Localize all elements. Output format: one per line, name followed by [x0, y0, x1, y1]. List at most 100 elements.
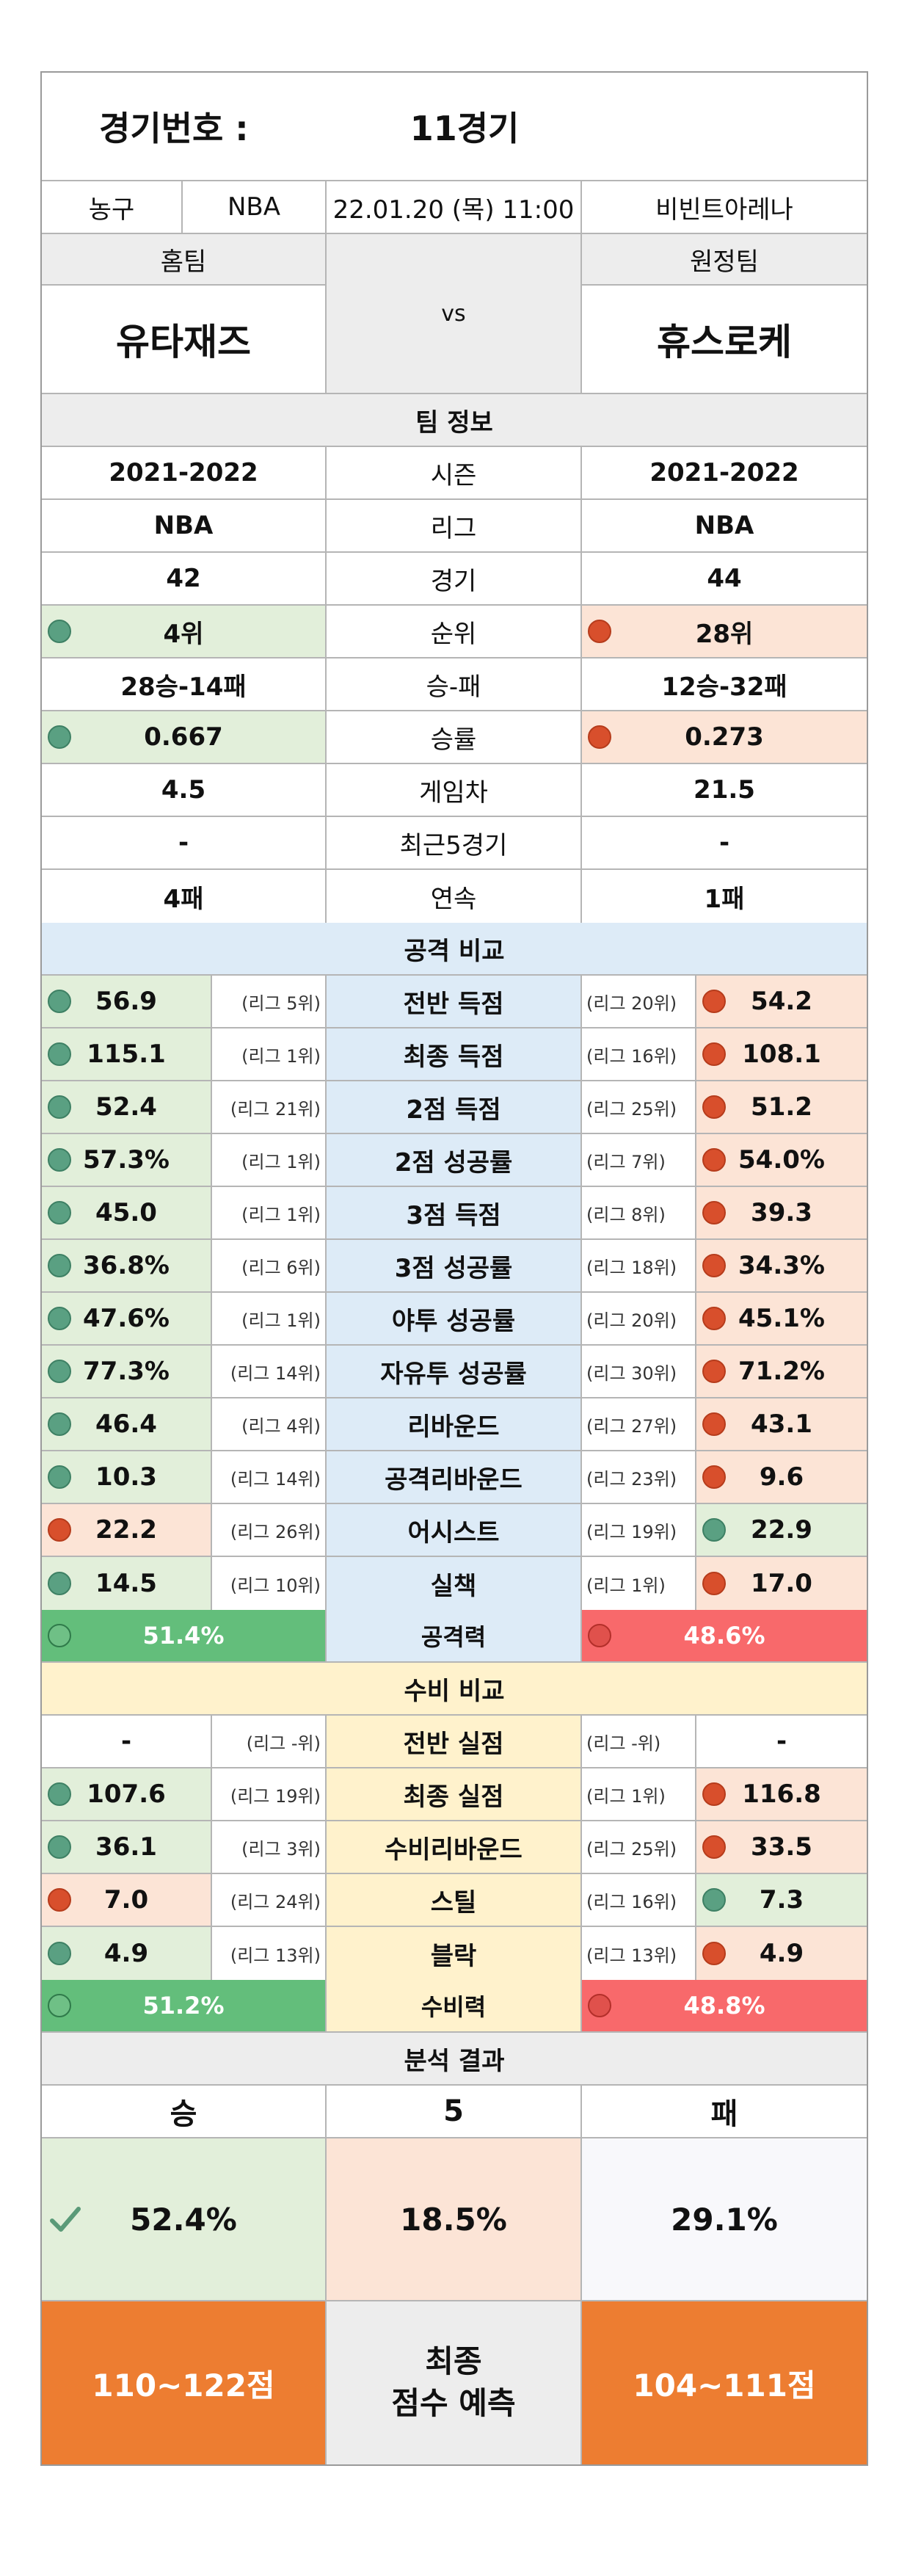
stat-label: 승-패: [327, 658, 582, 710]
stat-label: 스틸: [327, 1874, 582, 1926]
away-rank: (리그 25위): [582, 1821, 696, 1873]
home-value: 28승-14패: [42, 658, 327, 710]
status-dot-icon: [702, 1942, 726, 1965]
offense-row: 14.5 (리그 10위) 실책 (리그 1위) 17.0: [42, 1557, 867, 1610]
stat-label: 전반 실점: [327, 1716, 582, 1767]
home-value: NBA: [42, 500, 327, 551]
stat-label: 리바운드: [327, 1398, 582, 1450]
status-dot-icon: [48, 1782, 71, 1806]
away-value: 4.9: [696, 1927, 867, 1980]
status-dot-icon: [48, 1465, 71, 1489]
home-rank: (리그 26위): [212, 1504, 327, 1556]
home-value: 36.8%: [42, 1240, 212, 1291]
status-dot-icon: [48, 620, 71, 643]
status-dot-icon: [48, 1360, 71, 1383]
offense-header: 공격 비교: [42, 923, 867, 976]
home-value: 0.667: [42, 711, 327, 763]
lose-label: 패: [582, 2086, 867, 2137]
home-value: 46.4: [42, 1398, 212, 1450]
status-dot-icon: [48, 1572, 71, 1595]
offense-row: 45.0 (리그 1위) 3점 득점 (리그 8위) 39.3: [42, 1187, 867, 1240]
home-value: 14.5: [42, 1557, 212, 1610]
team-info-row: 0.667 승률 0.273: [42, 711, 867, 764]
defense-total-row: 51.2% 수비력 48.8%: [42, 1980, 867, 2033]
offense-row: 56.9 (리그 5위) 전반 득점 (리그 20위) 54.2: [42, 976, 867, 1028]
away-rank: (리그 1위): [582, 1557, 696, 1610]
offense-row: 22.2 (리그 26위) 어시스트 (리그 19위) 22.9: [42, 1504, 867, 1557]
home-value: 22.2: [42, 1504, 212, 1556]
home-value: -: [42, 1716, 212, 1767]
away-value: 9.6: [696, 1451, 867, 1503]
draw-label: 5: [327, 2086, 582, 2137]
stat-label: 리그: [327, 500, 582, 551]
home-rank: (리그 1위): [212, 1187, 327, 1238]
offense-table: 56.9 (리그 5위) 전반 득점 (리그 20위) 54.2 115.1 (리그 1위)…: [42, 976, 867, 1610]
away-value: 21.5: [582, 764, 867, 816]
offense-row: 10.3 (리그 14위) 공격리바운드 (리그 23위) 9.6: [42, 1451, 867, 1504]
stat-label: 전반 득점: [327, 976, 582, 1027]
defense-row: 4.9 (리그 13위) 블락 (리그 13위) 4.9: [42, 1927, 867, 1980]
team-info-row: 4패 연속 1패: [42, 870, 867, 923]
away-value: 108.1: [696, 1028, 867, 1080]
home-rank: (리그 4위): [212, 1398, 327, 1450]
away-value: 7.3: [696, 1874, 867, 1926]
away-rank: (리그 7위): [582, 1134, 696, 1186]
team-info-row: 4위 순위 28위: [42, 606, 867, 658]
stat-label: 공격리바운드: [327, 1451, 582, 1503]
away-value: 0.273: [582, 711, 867, 763]
status-dot-icon: [48, 990, 71, 1013]
check-icon: [50, 2207, 81, 2232]
team-info-header: 팀 정보: [42, 394, 867, 447]
stat-label: 실책: [327, 1557, 582, 1610]
status-dot-icon: [48, 1888, 71, 1912]
stat-label: 어시스트: [327, 1504, 582, 1556]
status-dot-icon: [702, 1888, 726, 1912]
defense-title: 수비 비교: [42, 1663, 867, 1714]
away-rank: (리그 23위): [582, 1451, 696, 1503]
away-rank: (리그 20위): [582, 1293, 696, 1344]
status-dot-icon: [48, 1148, 71, 1172]
stat-label: 최종 득점: [327, 1028, 582, 1080]
result-pct-row: 52.4% 18.5% 29.1%: [42, 2138, 867, 2301]
status-dot-icon: [702, 1254, 726, 1277]
home-rank: (리그 21위): [212, 1081, 327, 1133]
score-prediction-row: 110~122점 최종 점수 예측 104~111점: [42, 2301, 867, 2464]
result-title: 분석 결과: [42, 2033, 867, 2084]
home-value: 56.9: [42, 976, 212, 1027]
home-rank: (리그 1위): [212, 1293, 327, 1344]
draw-pct: 18.5%: [327, 2138, 582, 2300]
status-dot-icon: [48, 1942, 71, 1965]
status-dot-icon: [48, 1201, 71, 1224]
away-rank: (리그 16위): [582, 1028, 696, 1080]
match-datetime: 22.01.20 (목) 11:00: [327, 181, 582, 233]
home-value: 2021-2022: [42, 447, 327, 498]
away-rank: (리그 19위): [582, 1504, 696, 1556]
win-pct: 52.4%: [130, 2201, 237, 2238]
home-team-label: 홈팀: [42, 234, 325, 286]
home-value: 45.0: [42, 1187, 212, 1238]
home-value: 7.0: [42, 1874, 212, 1926]
home-offense-total: 51.4%: [42, 1610, 327, 1661]
status-dot-icon: [48, 1042, 71, 1066]
stat-label: 최근5경기: [327, 817, 582, 868]
stat-label: 2점 득점: [327, 1081, 582, 1133]
away-team-label: 원정팀: [582, 234, 867, 286]
home-rank: (리그 1위): [212, 1134, 327, 1186]
status-dot-icon: [588, 620, 611, 643]
teams-block: 홈팀 유타재즈 vs 원정팀 휴스로케: [42, 234, 867, 394]
stat-label: 블락: [327, 1927, 582, 1980]
team-info-table: 2021-2022 시즌 2021-2022 NBA 리그 NBA 42 경기 44 4위 순위 28…: [42, 447, 867, 923]
status-dot-icon: [702, 1412, 726, 1436]
offense-row: 46.4 (리그 4위) 리바운드 (리그 27위) 43.1: [42, 1398, 867, 1451]
status-dot-icon: [588, 1624, 611, 1647]
status-dot-icon: [702, 1782, 726, 1806]
status-dot-icon: [702, 990, 726, 1013]
stat-label: 승률: [327, 711, 582, 763]
away-value: 1패: [582, 870, 867, 923]
vs-label: vs: [327, 234, 582, 393]
team-info-row: 28승-14패 승-패 12승-32패: [42, 658, 867, 711]
title-row: 경기번호 : 11경기: [42, 73, 867, 181]
lose-pct: 29.1%: [582, 2138, 867, 2300]
status-dot-icon: [702, 1307, 726, 1330]
stat-label: 게임차: [327, 764, 582, 816]
